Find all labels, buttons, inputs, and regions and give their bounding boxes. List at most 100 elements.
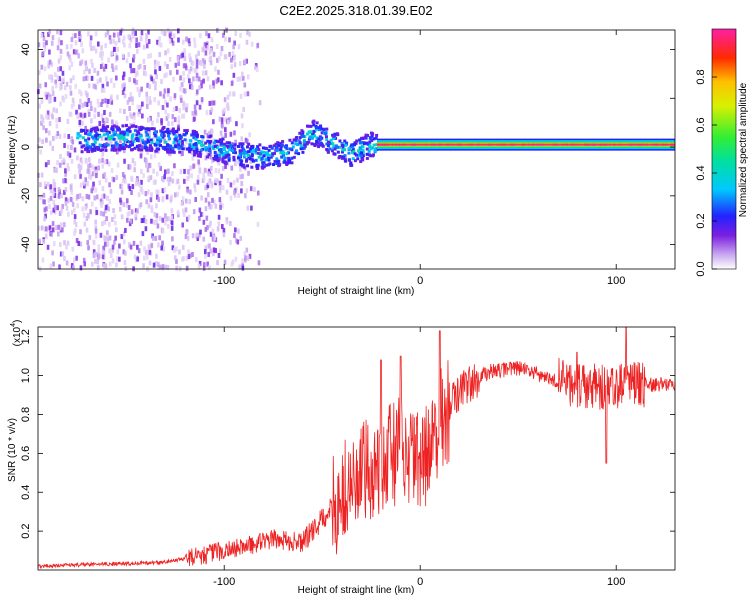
noise-cell: [143, 255, 146, 261]
noise-cell: [176, 191, 179, 197]
tone-cell: [521, 143, 524, 146]
tone-cell: [552, 143, 555, 146]
signal-cell: [254, 151, 258, 155]
noise-cell: [112, 32, 116, 38]
noise-cell: [246, 74, 250, 80]
noise-cell: [218, 248, 222, 254]
noise-cell: [221, 203, 224, 209]
signal-cell: [301, 135, 305, 139]
noise-cell: [167, 121, 170, 127]
noise-cell: [185, 229, 189, 235]
noise-cell: [58, 162, 62, 168]
signal-cell: [197, 154, 201, 158]
signal-cell: [129, 140, 133, 144]
noise-cell: [58, 76, 61, 82]
noise-cell: [45, 206, 48, 212]
noise-cell: [190, 149, 194, 155]
signal-cell: [158, 139, 162, 143]
tone-cell: [391, 143, 394, 146]
signal-cell: [241, 142, 245, 146]
noise-cell: [216, 57, 219, 63]
signal-cell: [283, 159, 287, 163]
signal-cell: [326, 140, 330, 144]
noise-cell: [99, 64, 103, 70]
noise-cell: [62, 157, 66, 163]
signal-cell: [131, 143, 135, 147]
tone-cell: [377, 143, 380, 146]
signal-cell: [192, 153, 196, 157]
noise-cell: [140, 86, 143, 92]
signal-cell: [122, 137, 126, 141]
noise-cell: [153, 63, 157, 69]
noise-cell: [56, 74, 60, 80]
noise-cell: [210, 37, 214, 43]
signal-cell: [110, 125, 114, 129]
noise-cell: [46, 92, 50, 98]
noise-cell: [44, 162, 48, 168]
noise-cell: [245, 247, 249, 253]
signal-cell: [320, 131, 324, 135]
signal-cell: [135, 144, 139, 148]
tone-cell: [664, 143, 667, 146]
noise-cell: [154, 260, 158, 266]
noise-cell: [229, 182, 233, 188]
noise-cell: [66, 162, 70, 168]
signal-cell: [219, 138, 223, 142]
signal-cell: [272, 151, 276, 155]
noise-cell: [130, 68, 133, 74]
signal-cell: [251, 159, 255, 163]
noise-cell: [164, 50, 167, 56]
noise-cell: [166, 265, 170, 271]
noise-cell: [47, 130, 51, 136]
noise-cell: [103, 172, 107, 178]
signal-cell: [145, 133, 149, 137]
noise-cell: [147, 29, 150, 35]
noise-cell: [115, 256, 119, 262]
signal-cell: [104, 148, 108, 152]
signal-cell: [262, 165, 266, 169]
noise-cell: [169, 70, 172, 76]
noise-cell: [64, 187, 68, 193]
noise-cell: [133, 78, 136, 84]
noise-cell: [116, 249, 120, 255]
noise-cell: [68, 152, 72, 158]
noise-cell: [174, 131, 178, 137]
noise-cell: [87, 111, 91, 117]
noise-cell: [214, 177, 217, 183]
signal-cell: [121, 134, 125, 138]
noise-cell: [198, 104, 202, 110]
signal-cell: [130, 136, 134, 140]
noise-cell: [196, 235, 200, 241]
signal-cell: [180, 142, 184, 146]
y-tick-label: -40: [20, 237, 32, 253]
noise-cell: [97, 244, 101, 250]
noise-cell: [178, 107, 181, 113]
noise-cell: [134, 72, 138, 78]
noise-cell: [37, 42, 41, 48]
noise-cell: [148, 132, 151, 138]
noise-cell: [194, 68, 198, 74]
noise-cell: [103, 159, 107, 165]
noise-cell: [114, 144, 117, 150]
noise-cell: [141, 113, 144, 119]
noise-cell: [205, 31, 208, 37]
signal-cell: [325, 127, 329, 131]
noise-cell: [207, 171, 210, 177]
noise-cell: [192, 116, 196, 122]
signal-cell: [104, 137, 108, 141]
signal-cell: [286, 151, 290, 155]
noise-cell: [173, 163, 176, 169]
noise-cell: [116, 94, 119, 100]
noise-cell: [223, 97, 227, 103]
noise-cell: [109, 96, 113, 102]
signal-cell: [305, 124, 309, 128]
tone-cell: [487, 143, 490, 146]
noise-cell: [46, 110, 50, 116]
noise-cell: [182, 256, 185, 262]
noise-cell: [95, 169, 99, 175]
noise-cell: [77, 241, 81, 247]
signal-cell: [188, 139, 192, 143]
noise-cell: [147, 53, 150, 59]
noise-cell: [223, 107, 227, 113]
signal-cell: [315, 142, 319, 146]
